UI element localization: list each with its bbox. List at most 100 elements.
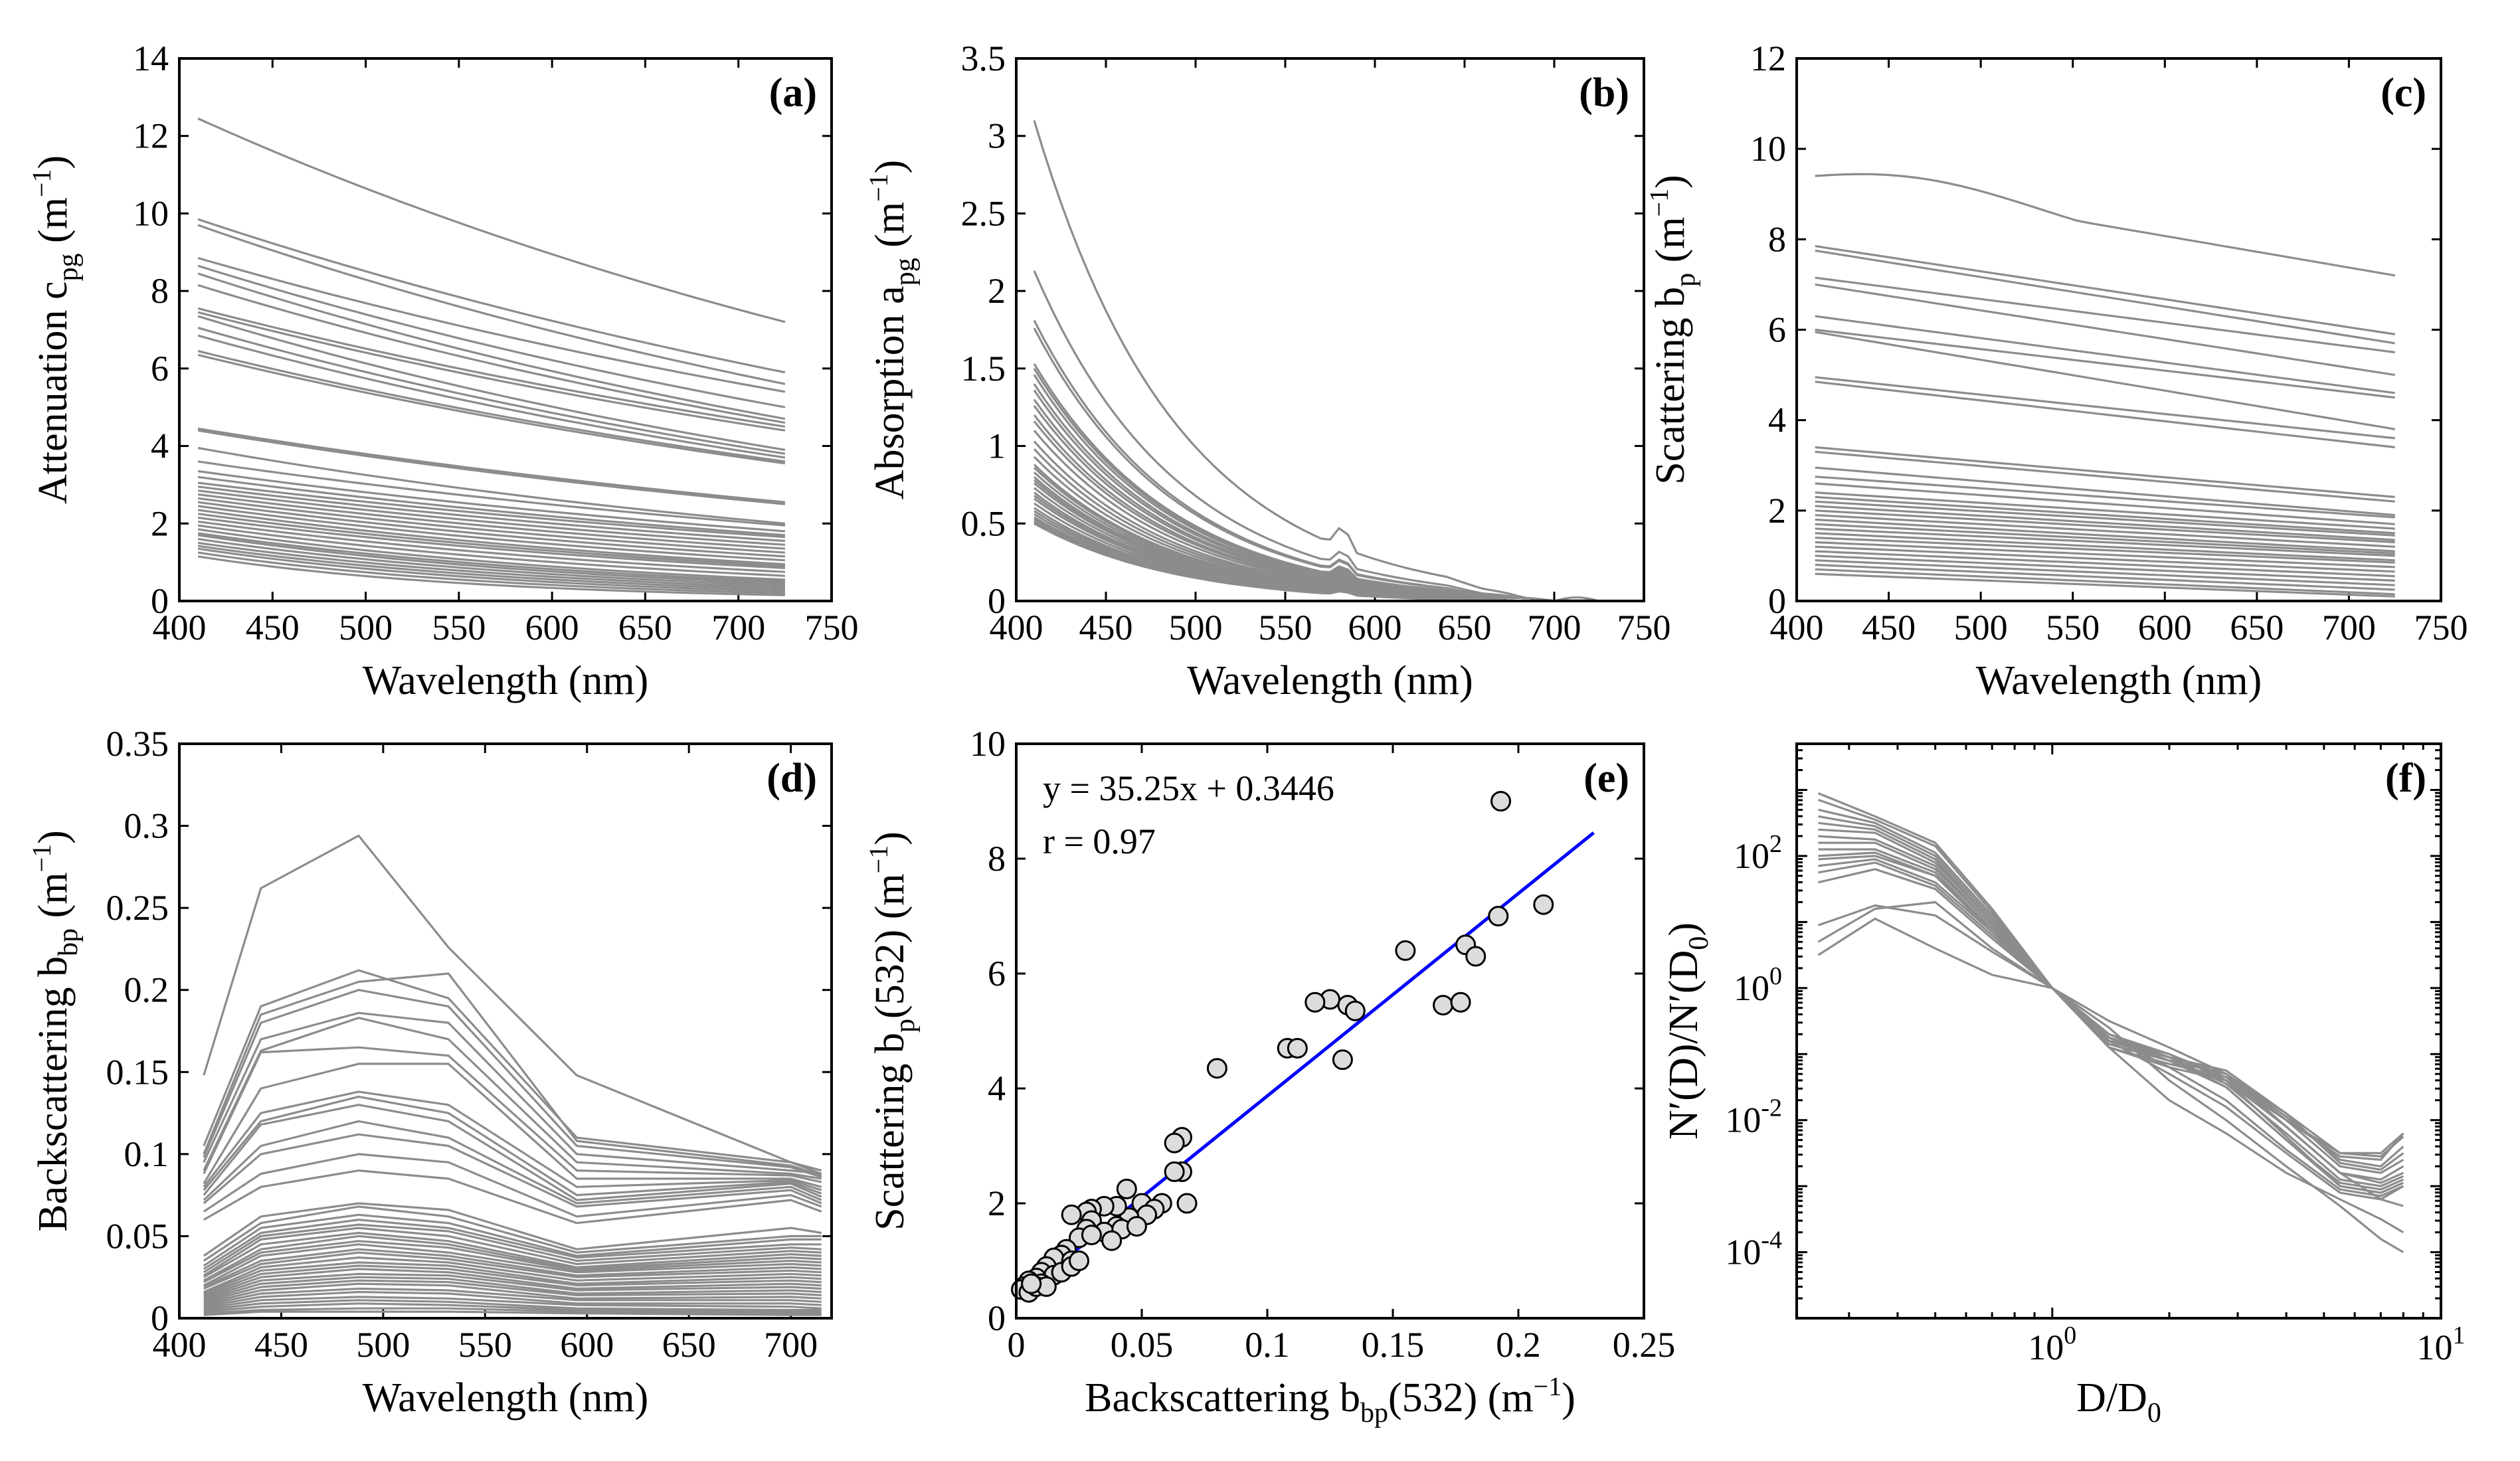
x-tick-exp: 1 <box>2453 1322 2466 1349</box>
x-axis-label-close: ) <box>1562 1375 1575 1420</box>
x-axis-label-base: D/D <box>2076 1375 2147 1420</box>
y-axis-label: N′(D)/N′(D0) <box>1661 922 1714 1140</box>
series-line <box>1815 173 2395 277</box>
series-line <box>197 505 785 562</box>
data-point <box>1126 1216 1147 1237</box>
y-axis-label-sub: 0 <box>1684 936 1714 950</box>
y-axis-label-base: Scattering b <box>1648 287 1693 485</box>
y-axis-label: Attenuation cpg (m−1) <box>27 155 84 504</box>
x-tick-label: 500 <box>356 1325 410 1365</box>
series-line <box>197 224 786 385</box>
data-point <box>1021 1273 1042 1294</box>
series-line <box>197 538 785 587</box>
series-line <box>1815 559 2395 586</box>
y-tick-base: 10 <box>1725 1100 1761 1140</box>
series-line <box>197 334 786 459</box>
series-line <box>1818 835 2404 1181</box>
data-point <box>1433 995 1454 1016</box>
series-line <box>203 989 822 1179</box>
x-tick-label: 100 <box>2028 1322 2076 1367</box>
series-line <box>1815 450 2395 503</box>
x-tick-label: 700 <box>2322 608 2376 647</box>
series-line <box>1815 381 2395 449</box>
series-line <box>197 513 785 568</box>
series-line <box>197 475 786 537</box>
series-line <box>203 1090 822 1191</box>
y-axis-label-sub: pg <box>53 253 84 281</box>
y-tick-label: 14 <box>133 39 169 78</box>
y-tick-label: 0 <box>988 581 1006 621</box>
x-axis-label: D/D0 <box>2076 1375 2161 1428</box>
data-point <box>1395 940 1416 961</box>
series-line <box>197 460 786 527</box>
data-point <box>1116 1178 1137 1199</box>
series-line <box>203 1095 822 1197</box>
x-tick-label: 500 <box>339 608 393 647</box>
y-tick-label: 6 <box>988 954 1006 993</box>
y-axis-label-base: Absorption a <box>867 286 913 499</box>
data-point <box>1061 1204 1082 1225</box>
series-line <box>203 1261 822 1295</box>
data-point <box>1465 946 1486 967</box>
series-line <box>197 315 786 451</box>
y-tick-label: 0.2 <box>124 970 169 1010</box>
series-line <box>197 489 786 546</box>
x-tick-base: 10 <box>2028 1328 2064 1367</box>
series-line <box>203 1248 822 1288</box>
series-line <box>203 1063 822 1188</box>
y-tick-label: 100 <box>1734 962 1782 1008</box>
series-line <box>1815 527 2395 557</box>
series-line <box>1815 276 2395 354</box>
data-point <box>1488 906 1509 926</box>
y-tick-label: 0 <box>151 1298 169 1338</box>
y-tick-label: 12 <box>1750 39 1786 78</box>
x-tick-label: 450 <box>1079 608 1133 647</box>
x-tick-label: 0 <box>1008 1325 1026 1365</box>
y-tick-base: 10 <box>1725 1233 1761 1272</box>
y-tick-label: 0 <box>1768 581 1786 621</box>
y-tick-exp: 2 <box>1769 830 1782 858</box>
y-axis-label-unit: (m <box>867 202 913 258</box>
y-axis-label-sup: −1 <box>863 845 893 874</box>
y-tick-base: 10 <box>1734 836 1769 876</box>
series-line <box>203 1256 822 1293</box>
x-tick-label: 650 <box>662 1325 716 1365</box>
y-axis-label-sup: −1 <box>27 844 56 873</box>
x-tick-label: 0.15 <box>1362 1325 1425 1365</box>
series-line <box>197 497 786 554</box>
x-tick-label: 650 <box>618 608 672 647</box>
y-axis-label-sub: p <box>890 1019 921 1033</box>
x-tick-label: 750 <box>805 608 859 647</box>
series-line <box>1815 244 2395 335</box>
panel-label: (d) <box>766 756 817 801</box>
y-tick-label: 10 <box>133 193 169 233</box>
y-tick-label: 4 <box>1768 400 1786 440</box>
x-tick-label: 400 <box>153 608 207 647</box>
series-line <box>197 256 786 393</box>
series-line <box>203 969 822 1175</box>
series-line <box>203 1251 822 1290</box>
y-tick-label: 2 <box>1768 491 1786 531</box>
y-tick-label: 3 <box>988 116 1006 156</box>
x-axis-label-base: Backscattering b <box>1085 1375 1360 1420</box>
y-tick-label: 3.5 <box>961 39 1006 78</box>
series-line <box>197 218 786 374</box>
series-line <box>197 524 785 577</box>
series-line <box>197 555 785 596</box>
series-line <box>203 1290 822 1308</box>
series-line <box>203 1227 822 1277</box>
y-axis-label-close: ) <box>31 155 76 169</box>
series-line <box>203 1219 822 1270</box>
y-axis-label: Absorption apg (m−1) <box>863 160 921 500</box>
series-line <box>203 1307 822 1315</box>
data-point <box>1164 1161 1185 1182</box>
y-axis-label: Scattering bp (m−1) <box>1644 175 1701 484</box>
series-line <box>1033 389 1599 602</box>
series-line <box>197 551 785 594</box>
series-line <box>197 446 786 525</box>
series-line <box>197 516 785 569</box>
plot-frame <box>1795 742 2442 1320</box>
y-axis-label-sub: p <box>1670 273 1701 287</box>
y-tick-exp: -4 <box>1761 1227 1782 1254</box>
